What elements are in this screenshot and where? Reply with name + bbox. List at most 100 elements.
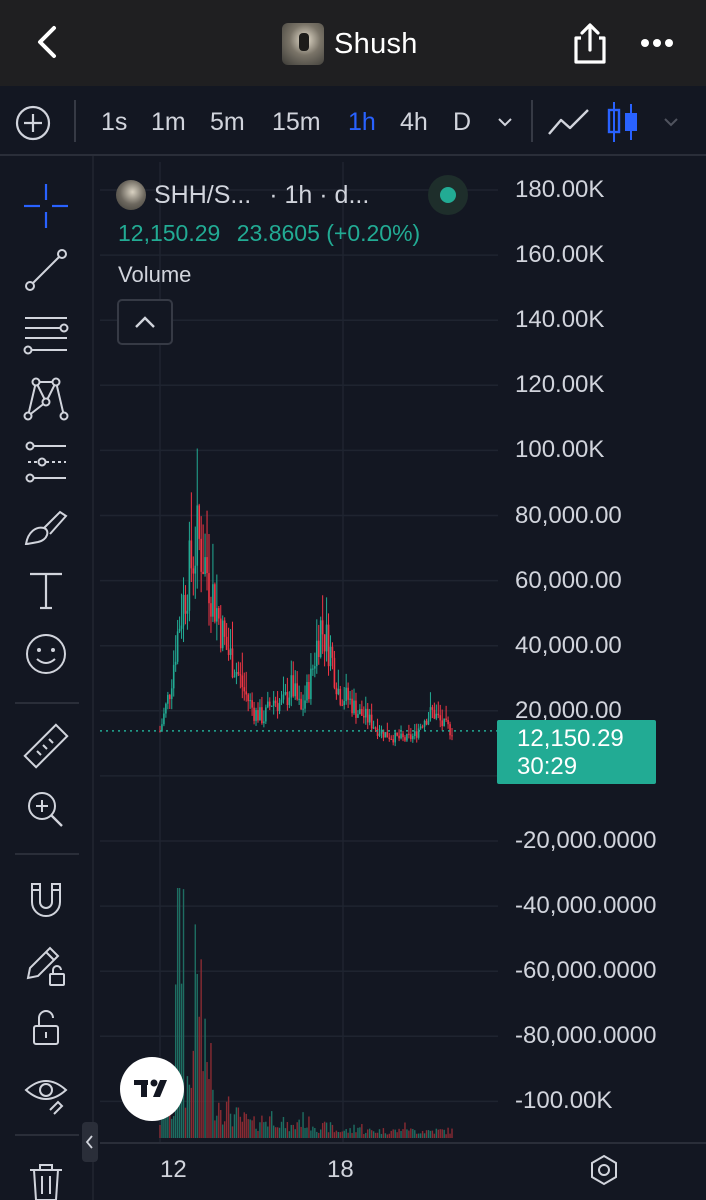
volume-bar: [443, 1129, 445, 1138]
brush-tool[interactable]: [20, 500, 72, 552]
interval-5m[interactable]: 5m: [210, 108, 245, 136]
price-chart[interactable]: [100, 162, 498, 1142]
volume-bar: [392, 1129, 394, 1138]
volume-bar: [218, 1102, 220, 1138]
candle-body: [314, 666, 316, 669]
collapse-legend-button[interactable]: [117, 299, 173, 345]
candle-body: [363, 715, 365, 718]
volume-bar: [335, 1130, 338, 1138]
measure-tool[interactable]: [20, 720, 72, 772]
legend-symbol-row[interactable]: SHH/S... · 1h · d...: [116, 178, 476, 212]
toolbar-collapse-tab[interactable]: [82, 1122, 98, 1162]
candle-chart-button[interactable]: [606, 98, 640, 146]
candle-body: [247, 694, 249, 702]
volume-bar: [390, 1130, 392, 1138]
candle-body: [167, 694, 169, 704]
volume-bar: [357, 1127, 359, 1138]
add-indicator-button[interactable]: [15, 105, 51, 141]
pattern-icon: [23, 377, 69, 421]
time-axis[interactable]: 12 18: [100, 1142, 706, 1200]
candle-body: [445, 718, 447, 720]
interval-1s[interactable]: 1s: [101, 108, 128, 136]
price-axis-label: -100.00K: [515, 1087, 613, 1115]
candle-body: [190, 540, 193, 569]
share-button[interactable]: [568, 20, 612, 66]
candle-body: [212, 584, 214, 617]
candle-body: [235, 671, 238, 677]
candle-body: [163, 713, 165, 725]
line-chart-button[interactable]: [546, 104, 592, 140]
candle-body: [182, 594, 185, 626]
interval-dropdown[interactable]: [496, 113, 514, 131]
candle-body: [390, 738, 393, 740]
price-axis[interactable]: 180.00K 160.00K 140.00K 120.00K 100.00K 80,00…: [498, 162, 706, 1142]
volume-bar: [368, 1128, 371, 1138]
zoom-tool[interactable]: [20, 784, 72, 836]
lock-drawing-tool[interactable]: [20, 938, 72, 990]
volume-bar: [251, 1120, 253, 1138]
candle-body: [359, 708, 361, 715]
volume-bar: [233, 1114, 236, 1138]
symbol-icon: [116, 180, 146, 210]
volume-bar: [341, 1131, 343, 1138]
candle-body: [202, 571, 204, 575]
candle-body: [300, 698, 302, 710]
candle-body: [400, 733, 402, 739]
volume-bar: [249, 1119, 251, 1138]
volume-bar: [198, 1016, 200, 1138]
chart-type-dropdown[interactable]: [662, 113, 680, 131]
price-axis-label: 40,000.00: [515, 631, 622, 659]
tradingview-logo[interactable]: [120, 1057, 184, 1121]
hide-drawings-tool[interactable]: [20, 1066, 72, 1118]
price-axis-label: 180.00K: [515, 176, 605, 203]
candle-body: [290, 675, 293, 698]
back-button[interactable]: [28, 20, 68, 64]
delete-tool[interactable]: [20, 1156, 72, 1200]
interval-d[interactable]: D: [453, 108, 472, 136]
interval-15m[interactable]: 15m: [272, 108, 321, 136]
emoji-tool[interactable]: [20, 628, 72, 680]
text-tool[interactable]: [20, 564, 72, 616]
chart-settings-button[interactable]: [586, 1152, 622, 1188]
token-avatar: [282, 23, 324, 65]
price-axis-label: 100.00K: [515, 436, 605, 464]
volume-bar: [333, 1132, 336, 1138]
candle-body: [331, 646, 334, 658]
lock-all-tool[interactable]: [20, 1002, 72, 1054]
fib-tool[interactable]: [20, 308, 72, 360]
interval-1h[interactable]: 1h: [348, 108, 376, 136]
volume-bar: [321, 1123, 324, 1138]
market-status[interactable]: [428, 175, 468, 215]
volume-bar: [227, 1096, 230, 1138]
crosshair-tool[interactable]: [20, 180, 72, 232]
candle-body: [382, 729, 385, 738]
price-axis-label: 140.00K: [515, 306, 605, 334]
volume-bar: [235, 1107, 238, 1138]
volume-bar: [182, 889, 185, 1138]
pattern-tool[interactable]: [20, 372, 72, 424]
interval-4h[interactable]: 4h: [400, 108, 428, 136]
candle-body: [380, 729, 383, 734]
more-button[interactable]: [637, 26, 677, 60]
trend-line-tool[interactable]: [20, 244, 72, 296]
interval-1m[interactable]: 1m: [151, 108, 186, 136]
candle-body: [280, 699, 283, 703]
text-icon: [30, 572, 62, 610]
volume-bar: [433, 1133, 436, 1138]
prediction-tool[interactable]: [20, 436, 72, 488]
volume-bar: [245, 1113, 247, 1138]
magnet-tool[interactable]: [20, 874, 72, 926]
candle-body: [161, 724, 163, 732]
volume-bar: [231, 1126, 234, 1138]
settings-icon: [591, 1154, 617, 1186]
candle-body: [216, 608, 218, 622]
volume-bar: [298, 1119, 300, 1138]
candle-body: [174, 661, 177, 665]
candle-body: [266, 701, 269, 708]
candle-body: [196, 505, 199, 566]
candle-body: [284, 691, 287, 695]
candle-body: [425, 720, 428, 725]
volume-bar: [302, 1112, 304, 1138]
candle-body: [347, 687, 349, 700]
candle-body: [437, 713, 440, 716]
